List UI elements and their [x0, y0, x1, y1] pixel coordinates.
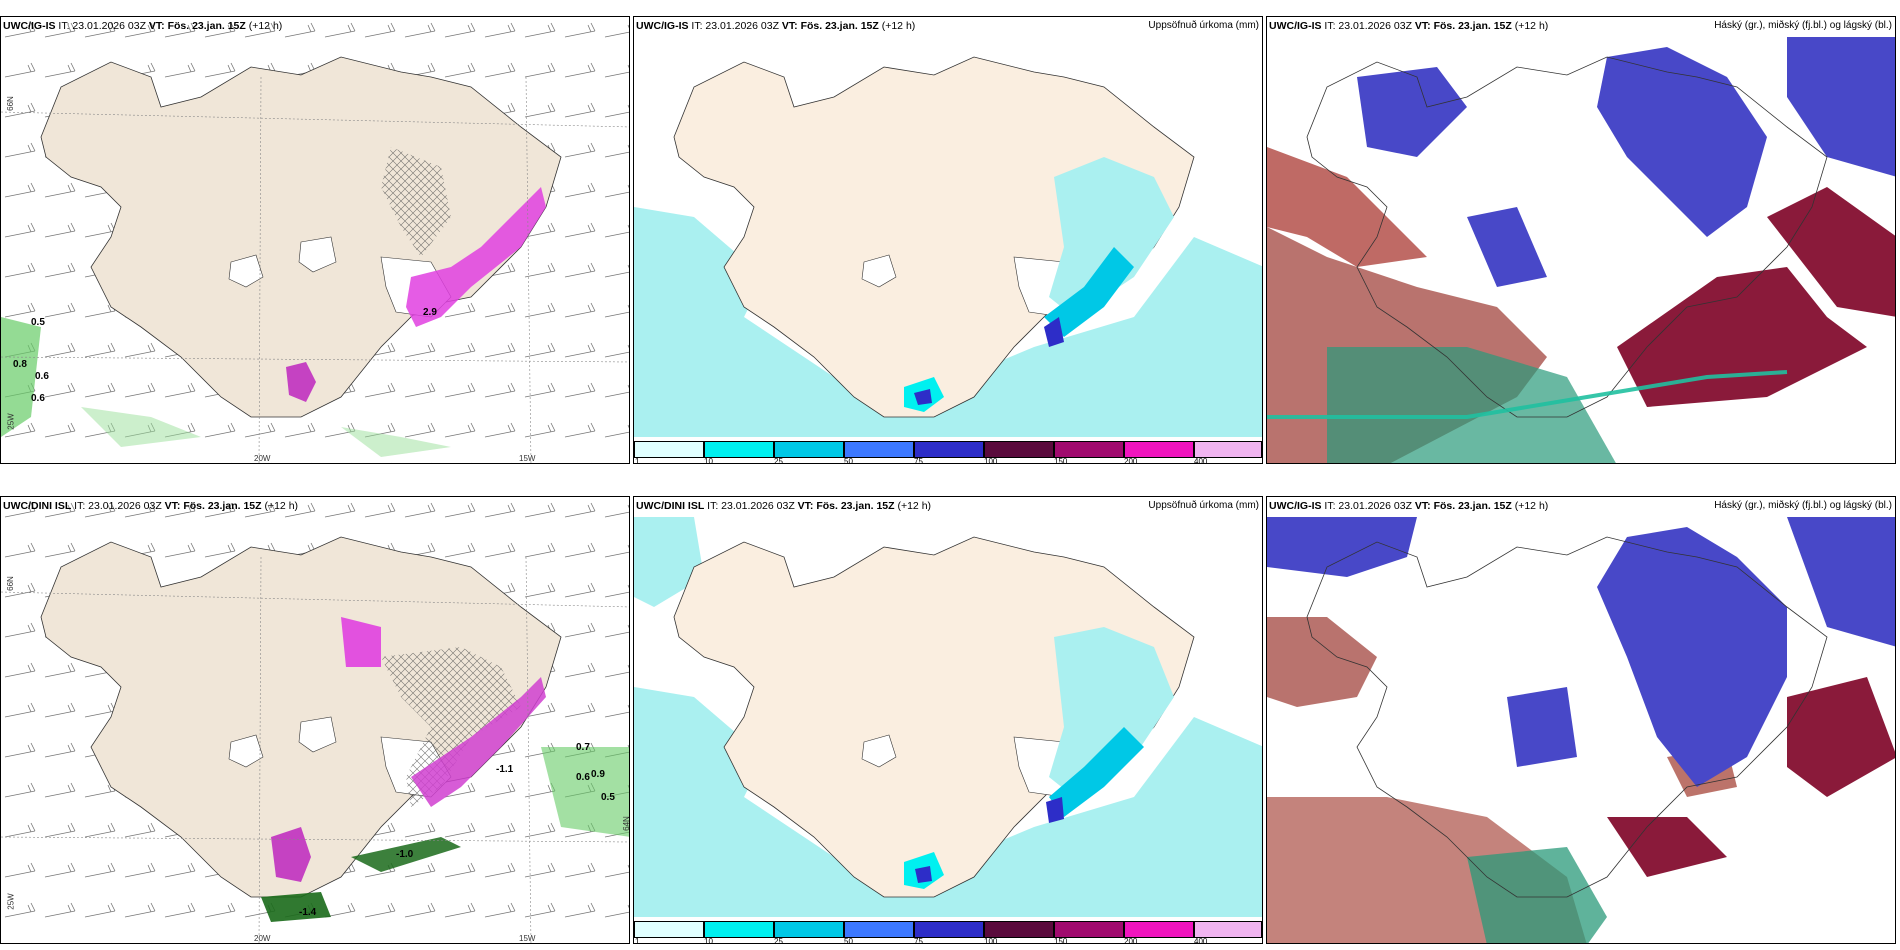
- temp-label: -1.1: [496, 764, 514, 775]
- colorbar-cell: [1124, 441, 1194, 458]
- lon-25-label: 25W: [6, 413, 16, 430]
- iceland-landmass: [40, 56, 562, 418]
- lat-66-label: 66N: [5, 96, 15, 111]
- lat-66-label: 66N: [5, 576, 15, 591]
- panel-title: Háský (gr.), miðský (fj.bl.) og lágský (…: [1714, 500, 1892, 511]
- map-canvas: [1267, 17, 1895, 463]
- panel-temp-bottom: UWC/DINI ISL IT: 23.01.2026 03Z VT: Fös.…: [0, 496, 630, 944]
- colorbar-tick: 150: [1054, 457, 1068, 464]
- lon-15-label: 15W: [519, 934, 536, 943]
- colorbar-tick: 25: [774, 937, 783, 944]
- colorbar-tick: 200: [1124, 937, 1138, 944]
- lat-64-label: 64N: [621, 816, 630, 831]
- panel-precip-bottom: UWC/DINI ISL IT: 23.01.2026 03Z VT: Fös.…: [633, 496, 1263, 944]
- colorbar-cell: [914, 441, 984, 458]
- colorbar-tick: 200: [1124, 457, 1138, 464]
- colorbar-tick: 25: [774, 457, 783, 464]
- lon-20-label: 20W: [254, 454, 271, 463]
- temp-label: 0.9: [591, 769, 605, 780]
- colorbar-tick: 400: [1194, 937, 1208, 944]
- colorbar-cell: [984, 441, 1054, 458]
- colorbar-tick: 10: [704, 937, 713, 944]
- panel-cloud-top: UWC/IG-IS IT: 23.01.2026 03Z VT: Fös. 23…: [1266, 16, 1896, 464]
- temp-label: 0.7: [576, 742, 590, 753]
- map-canvas: [634, 17, 1262, 463]
- colorbar-cell: [1124, 921, 1194, 938]
- panel-cloud-bottom: UWC/IG-IS IT: 23.01.2026 03Z VT: Fös. 23…: [1266, 496, 1896, 944]
- precip-colorbar: 1 10 25 50 75 100 150 200 400: [634, 921, 1262, 943]
- colorbar-tick: 10: [704, 457, 713, 464]
- colorbar-tick: 100: [984, 457, 998, 464]
- colorbar-cell: [1194, 921, 1262, 938]
- temp-label: 2.9: [423, 307, 437, 318]
- panel-title: Háský (gr.), miðský (fj.bl.) og lágský (…: [1714, 20, 1892, 31]
- colorbar-tick: 1: [635, 937, 640, 944]
- iceland-landmass: [1306, 536, 1828, 898]
- temp-label: 0.6: [35, 371, 49, 382]
- colorbar-cell: [774, 921, 844, 938]
- panel-title: Uppsöfnuð úrkoma (mm): [1148, 500, 1259, 511]
- colorbar-cell: [844, 921, 914, 938]
- panel-precip-top: UWC/IG-IS IT: 23.01.2026 03Z VT: Fös. 23…: [633, 16, 1263, 464]
- map-canvas: 0.7 0.9 0.6 0.5 -1.1 -1.0 -1.4: [1, 497, 629, 943]
- temp-label: 0.5: [601, 792, 615, 803]
- iceland-landmass: [1306, 56, 1828, 418]
- panel-header: UWC/IG-IS IT: 23.01.2026 03Z VT: Fös. 23…: [1269, 500, 1549, 512]
- colorbar-cell: [634, 441, 704, 458]
- lon-20-label: 20W: [254, 934, 271, 943]
- colorbar-cell: [704, 921, 774, 938]
- colorbar-cell: [844, 441, 914, 458]
- colorbar-tick: 1: [635, 457, 640, 464]
- colorbar-cell: [774, 441, 844, 458]
- temp-label: -1.0: [396, 849, 414, 860]
- colorbar-cell: [984, 921, 1054, 938]
- colorbar-cell: [634, 921, 704, 938]
- colorbar-tick: 400: [1194, 457, 1208, 464]
- lon-25-label: 25W: [6, 893, 16, 910]
- colorbar-tick: 100: [984, 937, 998, 944]
- colorbar-tick: 50: [844, 457, 853, 464]
- precip-colorbar: 1 10 25 50 75 100 150 200 400: [634, 441, 1262, 463]
- panel-header: UWC/IG-IS IT: 23.01.2026 03Z VT: Fös. 23…: [636, 20, 916, 32]
- colorbar-tick: 150: [1054, 937, 1068, 944]
- map-canvas: [634, 497, 1262, 943]
- colorbar-tick: 75: [914, 457, 923, 464]
- panel-header: UWC/IG-IS IT: 23.01.2026 03Z VT: Fös. 23…: [1269, 20, 1549, 32]
- colorbar-cell: [914, 921, 984, 938]
- panel-temp-top: UWC/IG-IS IT: 23.01.2026 03Z VT: Fös. 23…: [0, 16, 630, 464]
- temp-label: -1.4: [299, 907, 317, 918]
- temp-label: 0.6: [576, 772, 590, 783]
- panel-header: UWC/IG-IS IT: 23.01.2026 03Z VT: Fös. 23…: [3, 20, 283, 32]
- temp-label: 0.6: [31, 393, 45, 404]
- map-canvas: [1267, 497, 1895, 943]
- colorbar-cell: [704, 441, 774, 458]
- panel-title: Uppsöfnuð úrkoma (mm): [1148, 20, 1259, 31]
- temp-label: 0.8: [13, 359, 27, 370]
- temp-label: 0.5: [31, 317, 45, 328]
- panel-header: UWC/DINI ISL IT: 23.01.2026 03Z VT: Fös.…: [636, 500, 932, 512]
- colorbar-cell: [1194, 441, 1262, 458]
- colorbar-cell: [1054, 441, 1124, 458]
- panel-header: UWC/DINI ISL IT: 23.01.2026 03Z VT: Fös.…: [3, 500, 299, 512]
- lon-15-label: 15W: [519, 454, 536, 463]
- colorbar-tick: 50: [844, 937, 853, 944]
- colorbar-cell: [1054, 921, 1124, 938]
- colorbar-tick: 75: [914, 937, 923, 944]
- map-canvas: 0.5 0.8 0.6 0.6 2.9: [1, 17, 629, 463]
